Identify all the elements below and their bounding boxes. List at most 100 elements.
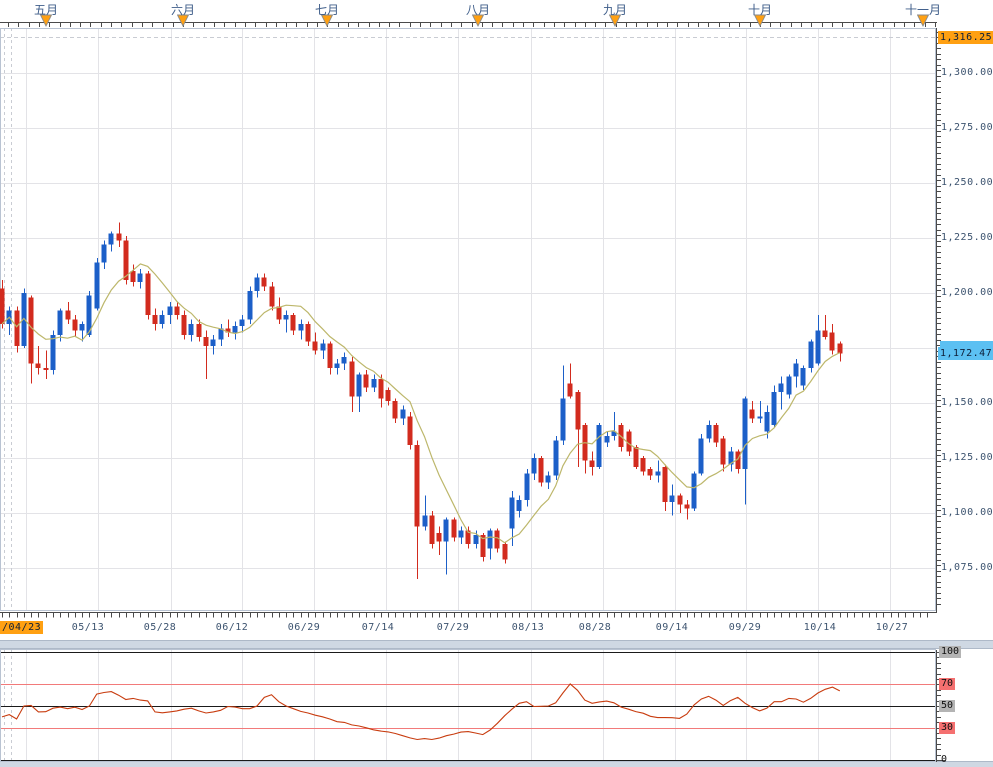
candle: [757, 416, 763, 419]
candle: [458, 530, 464, 538]
candle: [516, 499, 522, 511]
candle: [451, 519, 457, 538]
candle: [167, 306, 173, 316]
time-ruler-top[interactable]: [0, 14, 937, 27]
candle: [320, 343, 326, 351]
candle: [538, 458, 544, 483]
candle: [312, 341, 318, 351]
oscillator-level-label: 100: [939, 646, 962, 658]
candle: [480, 535, 486, 558]
candle: [786, 376, 792, 395]
candle: [196, 323, 202, 338]
date-ruler[interactable]: [0, 612, 937, 618]
oscillator-ruler[interactable]: [936, 650, 946, 762]
candle: [677, 495, 683, 505]
date-label: 06/12: [215, 622, 249, 633]
candle: [728, 451, 734, 465]
date-label: 08/13: [511, 622, 545, 633]
candle: [152, 315, 158, 324]
candle: [698, 438, 704, 474]
candle: [429, 515, 435, 544]
candle: [254, 277, 260, 291]
candle: [50, 334, 56, 371]
candle: [742, 398, 748, 470]
price-label: 1,125.00: [941, 452, 993, 464]
candle: [210, 339, 216, 346]
candle: [57, 310, 63, 335]
candle: [829, 332, 835, 351]
candle: [247, 290, 253, 320]
candle: [524, 473, 530, 500]
candle: [778, 383, 784, 393]
month-label: 十月: [747, 3, 773, 17]
candle: [771, 392, 777, 426]
candle: [188, 323, 194, 335]
candle: [443, 519, 449, 542]
candle: [116, 233, 122, 241]
candle: [611, 431, 617, 437]
panel-frames: [0, 28, 936, 762]
candle: [400, 409, 406, 419]
candle: [28, 297, 34, 364]
candle: [691, 473, 697, 509]
candle: [647, 469, 653, 476]
candle: [822, 330, 828, 338]
month-label: 六月: [170, 3, 196, 17]
candle: [349, 361, 355, 397]
candle: [553, 440, 559, 476]
month-marker-arrow-icon: [320, 14, 334, 27]
price-label: 1,300.00: [941, 67, 993, 79]
candle: [465, 530, 471, 544]
date-marker-start: /04/23: [0, 621, 43, 634]
month-label: 十一月: [904, 3, 942, 17]
candle: [560, 398, 566, 441]
price-marker-high: 1,316.25: [938, 31, 993, 44]
candle: [0, 288, 5, 324]
candle: [626, 431, 632, 452]
candle: [356, 374, 362, 397]
candle: [174, 306, 180, 316]
date-label: 05/28: [143, 622, 177, 633]
date-label: 08/28: [578, 622, 612, 633]
candle: [684, 504, 690, 509]
price-ruler[interactable]: [936, 28, 942, 612]
price-marker-current: 1,172.47: [938, 347, 993, 360]
candle: [669, 495, 675, 503]
candle: [305, 323, 311, 342]
candle: [101, 244, 107, 263]
candle: [385, 389, 391, 401]
candle: [94, 262, 100, 309]
candle: [640, 458, 646, 472]
candle: [276, 306, 282, 320]
candle: [436, 532, 442, 542]
month-marker-arrow-icon: [753, 14, 767, 27]
candle: [764, 411, 770, 432]
month-label: 八月: [465, 3, 491, 17]
month-marker-arrow-icon: [608, 14, 622, 27]
candle: [720, 438, 726, 465]
candle: [137, 273, 143, 283]
date-label: 09/29: [728, 622, 762, 633]
month-marker-arrow-icon: [176, 14, 190, 27]
candle: [713, 425, 719, 443]
candle: [808, 341, 814, 368]
candle: [14, 310, 20, 346]
candle: [633, 447, 639, 467]
candle: [371, 378, 377, 388]
candle: [378, 378, 384, 399]
candle: [735, 451, 741, 470]
oscillator-level-label: 30: [939, 721, 956, 734]
candle: [218, 328, 224, 340]
price-label: 1,225.00: [941, 232, 993, 244]
candle: [65, 310, 71, 320]
candle: [422, 515, 428, 527]
candle: [545, 475, 551, 483]
candle: [334, 363, 340, 368]
price-label: 1,150.00: [941, 397, 993, 409]
date-label: 10/14: [803, 622, 837, 633]
candle: [815, 330, 821, 364]
candle: [407, 416, 413, 445]
gridlines: [0, 28, 936, 761]
